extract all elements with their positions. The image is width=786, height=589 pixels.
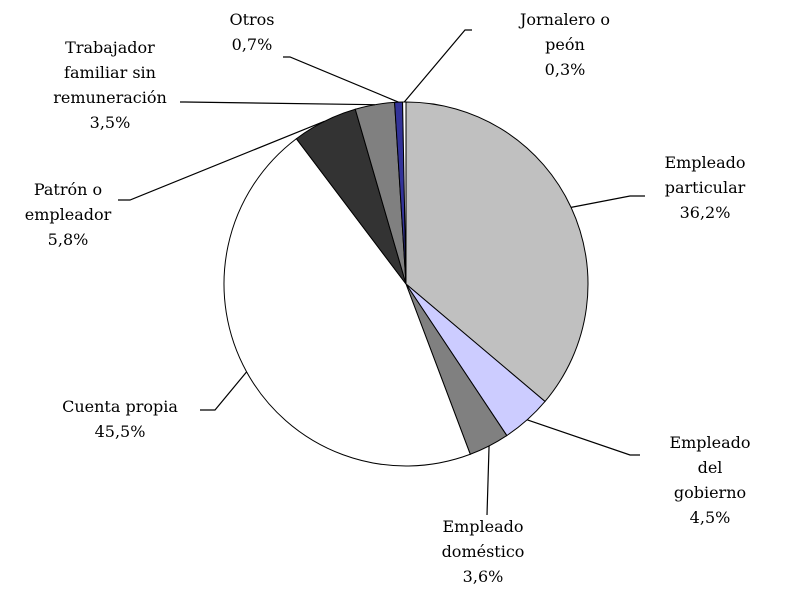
category-label: Patrón o empleador xyxy=(24,180,112,224)
value-label: 36,2% xyxy=(679,203,731,222)
slice-label: Jornalero o peón 0,3% xyxy=(520,7,610,82)
category-label: Empleado particular xyxy=(664,153,746,197)
leader-line xyxy=(526,419,640,456)
value-label: 3,6% xyxy=(462,567,504,586)
leader-line xyxy=(180,101,375,106)
value-label: 45,5% xyxy=(94,422,146,441)
slice-label: Trabajador familiar sin remuneración 3,5% xyxy=(53,35,167,135)
category-label: Empleado doméstico xyxy=(441,517,525,561)
leader-line xyxy=(570,195,645,208)
leader-line xyxy=(200,371,248,411)
slice-label: Otros 0,7% xyxy=(229,7,274,57)
value-label: 0,7% xyxy=(231,35,273,54)
pie-slice xyxy=(405,101,589,403)
category-label: Empleado del gobierno xyxy=(669,433,751,502)
leader-line xyxy=(118,120,325,201)
slice-label: Cuenta propia 45,5% xyxy=(62,394,178,444)
value-label: 5,8% xyxy=(47,230,89,249)
slice-label: Empleado doméstico 3,6% xyxy=(442,514,525,589)
category-label: Cuenta propia xyxy=(62,397,178,416)
leader-line xyxy=(486,445,490,516)
value-label: 4,5% xyxy=(689,508,731,527)
slice-label: Empleado particular 36,2% xyxy=(664,150,745,225)
slice-label: Patrón o empleador 5,8% xyxy=(25,177,112,252)
value-label: 3,5% xyxy=(89,113,131,132)
category-label: Trabajador familiar sin remuneración xyxy=(53,38,167,107)
value-label: 0,3% xyxy=(544,60,586,79)
leader-line xyxy=(283,56,399,103)
category-label: Otros xyxy=(229,10,275,29)
category-label: Jornalero o peón xyxy=(519,10,611,54)
slice-label: Empleado del gobierno 4,5% xyxy=(669,430,750,530)
pie-slice xyxy=(223,138,471,467)
leader-line xyxy=(403,29,472,103)
